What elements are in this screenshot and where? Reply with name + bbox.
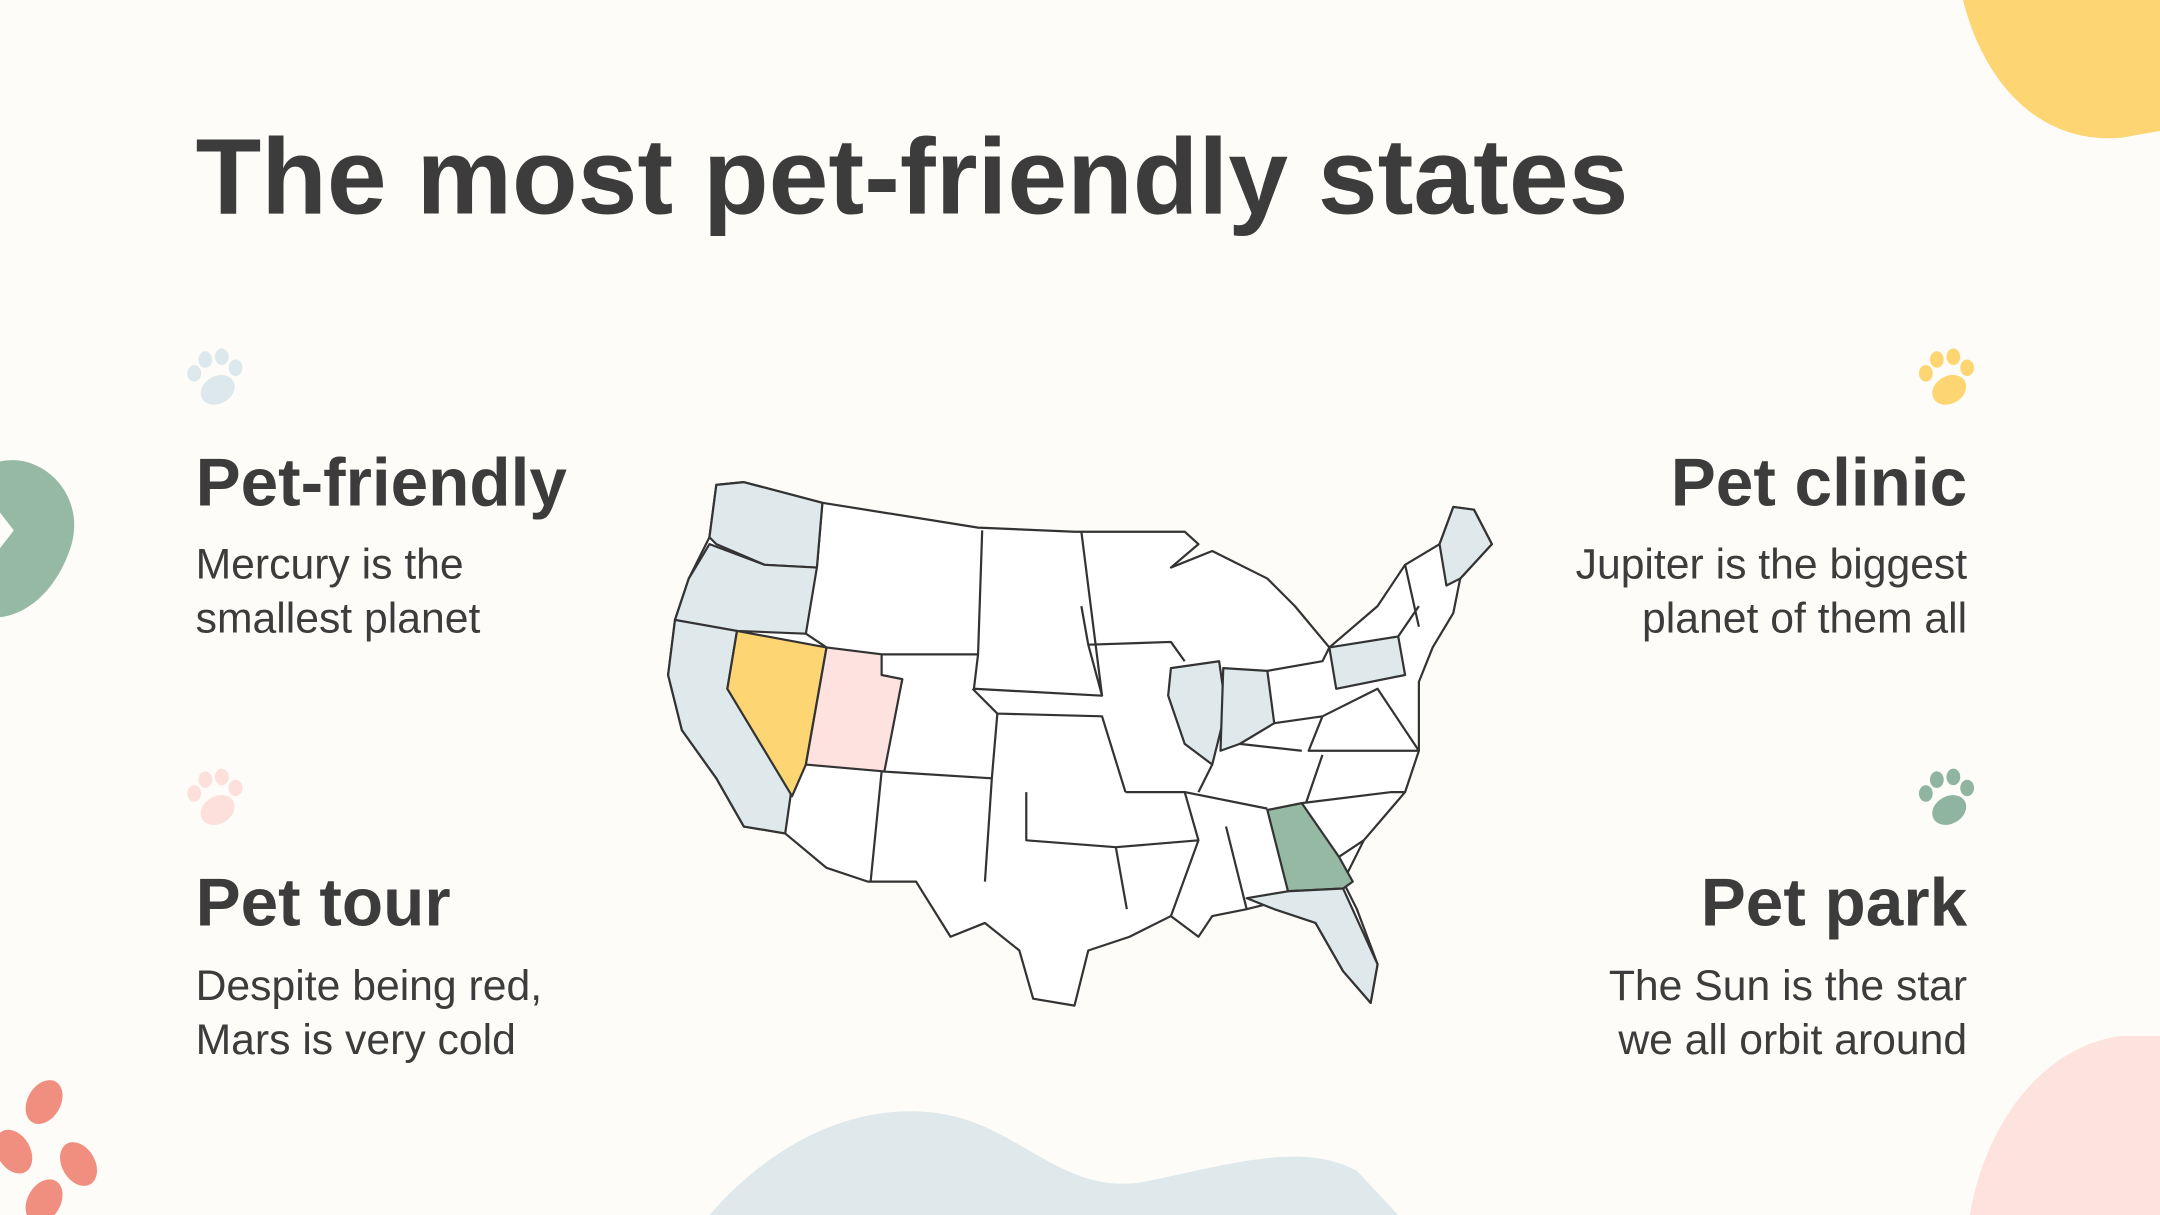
section-text: Despite being red, bbox=[196, 962, 542, 1010]
section-text: Mars is very cold bbox=[196, 1016, 516, 1064]
state-pennsylvania bbox=[1328, 635, 1407, 690]
petal bbox=[25, 1080, 63, 1124]
petal bbox=[60, 1142, 98, 1186]
blob bbox=[0, 460, 75, 618]
section-text: The Sun is the star bbox=[1609, 962, 1967, 1010]
petal bbox=[25, 1179, 63, 1215]
section-heading: Pet park bbox=[1701, 866, 1968, 941]
section-text: Mercury is the bbox=[196, 541, 464, 589]
section-heading: Pet-friendly bbox=[196, 446, 568, 521]
petals bbox=[0, 1080, 98, 1215]
state-maine bbox=[1438, 505, 1493, 587]
section-heading: Pet tour bbox=[196, 866, 451, 941]
petal bbox=[0, 1129, 33, 1174]
blob bbox=[1963, 0, 2160, 139]
section-heading: Pet clinic bbox=[1671, 446, 1967, 521]
state-florida bbox=[1245, 887, 1379, 1004]
blob bbox=[709, 1111, 1399, 1215]
section-text: planet of them all bbox=[1642, 594, 1967, 642]
blob bbox=[1969, 1035, 2160, 1215]
section-text: Jupiter is the biggest bbox=[1576, 541, 1968, 589]
state-illinois bbox=[1167, 660, 1228, 766]
blob-notch bbox=[0, 512, 14, 549]
section-text: smallest planet bbox=[196, 594, 481, 642]
section-text: we all orbit around bbox=[1617, 1016, 1967, 1064]
state-indiana bbox=[1219, 667, 1276, 752]
state-utah bbox=[804, 646, 904, 773]
us-map bbox=[667, 481, 1493, 1007]
state-oregon bbox=[673, 543, 818, 635]
state-nevada bbox=[726, 629, 828, 798]
slide-title: The most pet-friendly states bbox=[196, 117, 1629, 237]
